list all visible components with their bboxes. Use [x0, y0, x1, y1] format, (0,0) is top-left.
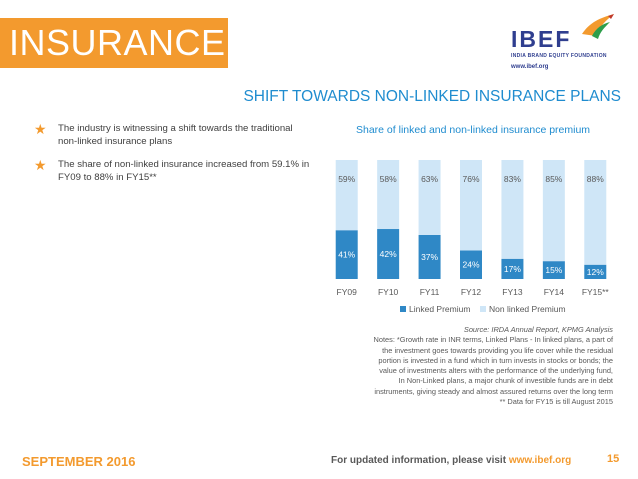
- bar-non-linked: [584, 160, 607, 265]
- note-line: portion is invested in a fund which in t…: [378, 355, 613, 365]
- footer-url-link[interactable]: www.ibef.org: [508, 455, 572, 466]
- bar-linked: [542, 261, 565, 279]
- note-line: the investment goes towards providing yo…: [382, 345, 613, 355]
- data-label-non-linked: 83%: [504, 174, 521, 184]
- data-label-non-linked: 88%: [587, 174, 604, 184]
- bar-linked: [584, 264, 607, 279]
- data-label-non-linked: 76%: [462, 174, 479, 184]
- data-label-linked: 15%: [545, 265, 562, 275]
- footer-info-text: For updated information, please visit: [331, 455, 507, 466]
- x-tick-label: FY14: [544, 287, 565, 297]
- bar-non-linked: [377, 160, 400, 230]
- section-subtitle: SHIFT TOWARDS NON-LINKED INSURANCE PLANS: [243, 88, 621, 105]
- bar-linked: [418, 234, 441, 279]
- legend-label-non-linked: Non linked Premium: [489, 304, 566, 314]
- bar-non-linked: [460, 160, 482, 251]
- x-tick-label: FY13: [502, 287, 523, 297]
- bar-linked: [460, 250, 482, 279]
- source-line: Source: IRDA Annual Report, KPMG Analysi…: [463, 325, 613, 334]
- bar-non-linked: [418, 160, 441, 235]
- footer-info: For updated information, please visit ww…: [331, 455, 571, 466]
- data-label-linked: 24%: [462, 260, 479, 270]
- logo-wordmark: IBEF: [511, 26, 572, 52]
- data-label-non-linked: 85%: [545, 174, 562, 184]
- x-tick-label: FY15**: [582, 287, 610, 297]
- x-tick-label: FY09: [337, 287, 358, 297]
- x-tick-label: FY10: [378, 287, 399, 297]
- bullet-list: ★ The industry is witnessing a shift tow…: [34, 122, 313, 195]
- data-label-non-linked: 58%: [380, 174, 397, 184]
- x-tick-label: FY12: [461, 287, 482, 297]
- note-line: Notes: *Growth rate in INR terms, Linked…: [373, 335, 613, 345]
- data-label-linked: 41%: [338, 250, 355, 260]
- data-label-non-linked: 63%: [421, 174, 438, 184]
- legend-swatch-linked: [400, 306, 406, 312]
- data-label-linked: 12%: [587, 267, 604, 277]
- chart-title: Share of linked and non-linked insurance…: [356, 124, 591, 136]
- page-number: 15: [607, 453, 620, 465]
- bar-non-linked: [501, 160, 524, 259]
- note-line: In Non-Linked plans, a major chunk of in…: [398, 376, 613, 386]
- data-label-linked: 42%: [380, 249, 397, 259]
- bar-linked: [377, 229, 400, 279]
- stacked-bar-chart: 41% 59% FY09 42% 58% FY10 37% 63% FY11 24% 76% FY12…: [335, 160, 610, 314]
- legend-swatch-non-linked: [480, 306, 486, 312]
- logo-subtitle: INDIA BRAND EQUITY FOUNDATION: [511, 53, 607, 59]
- bar-non-linked: [335, 160, 358, 231]
- legend-label-linked: Linked Premium: [409, 304, 470, 314]
- note-line: value of investments alters with the per…: [379, 366, 613, 376]
- note-line: instruments, giving steady and almost as…: [374, 386, 613, 396]
- data-label-linked: 37%: [421, 252, 438, 262]
- page-title: INSURANCE: [9, 22, 226, 63]
- star-icon: ★: [34, 121, 47, 137]
- bullet-text: The industry is witnessing a shift towar…: [58, 123, 293, 147]
- source-notes: Source: IRDA Annual Report, KPMG Analysi…: [338, 325, 613, 407]
- data-label-non-linked: 59%: [338, 174, 355, 184]
- note-line: ** Data for FY15 is till August 2015: [499, 397, 613, 407]
- logo-url: www.ibef.org: [511, 64, 549, 70]
- star-icon: ★: [34, 157, 47, 173]
- data-label-linked: 17%: [504, 264, 521, 274]
- bird-logo-icon: [582, 14, 614, 39]
- bar-linked: [501, 258, 524, 279]
- header: INSURANCE IBEF INDIA BRAND EQUITY FOUNDA…: [0, 0, 638, 80]
- title-banner: INSURANCE: [0, 18, 228, 68]
- bullet-item: ★ The share of non-linked insurance incr…: [34, 158, 313, 184]
- bullet-item: ★ The industry is witnessing a shift tow…: [34, 122, 313, 148]
- bar-non-linked: [542, 160, 565, 262]
- ibef-logo[interactable]: IBEF INDIA BRAND EQUITY FOUNDATION www.i…: [510, 12, 622, 74]
- bar-linked: [335, 230, 358, 279]
- x-tick-label: FY11: [420, 287, 440, 297]
- bullet-text: The share of non-linked insurance increa…: [58, 159, 310, 183]
- footer-date: SEPTEMBER 2016: [22, 454, 136, 469]
